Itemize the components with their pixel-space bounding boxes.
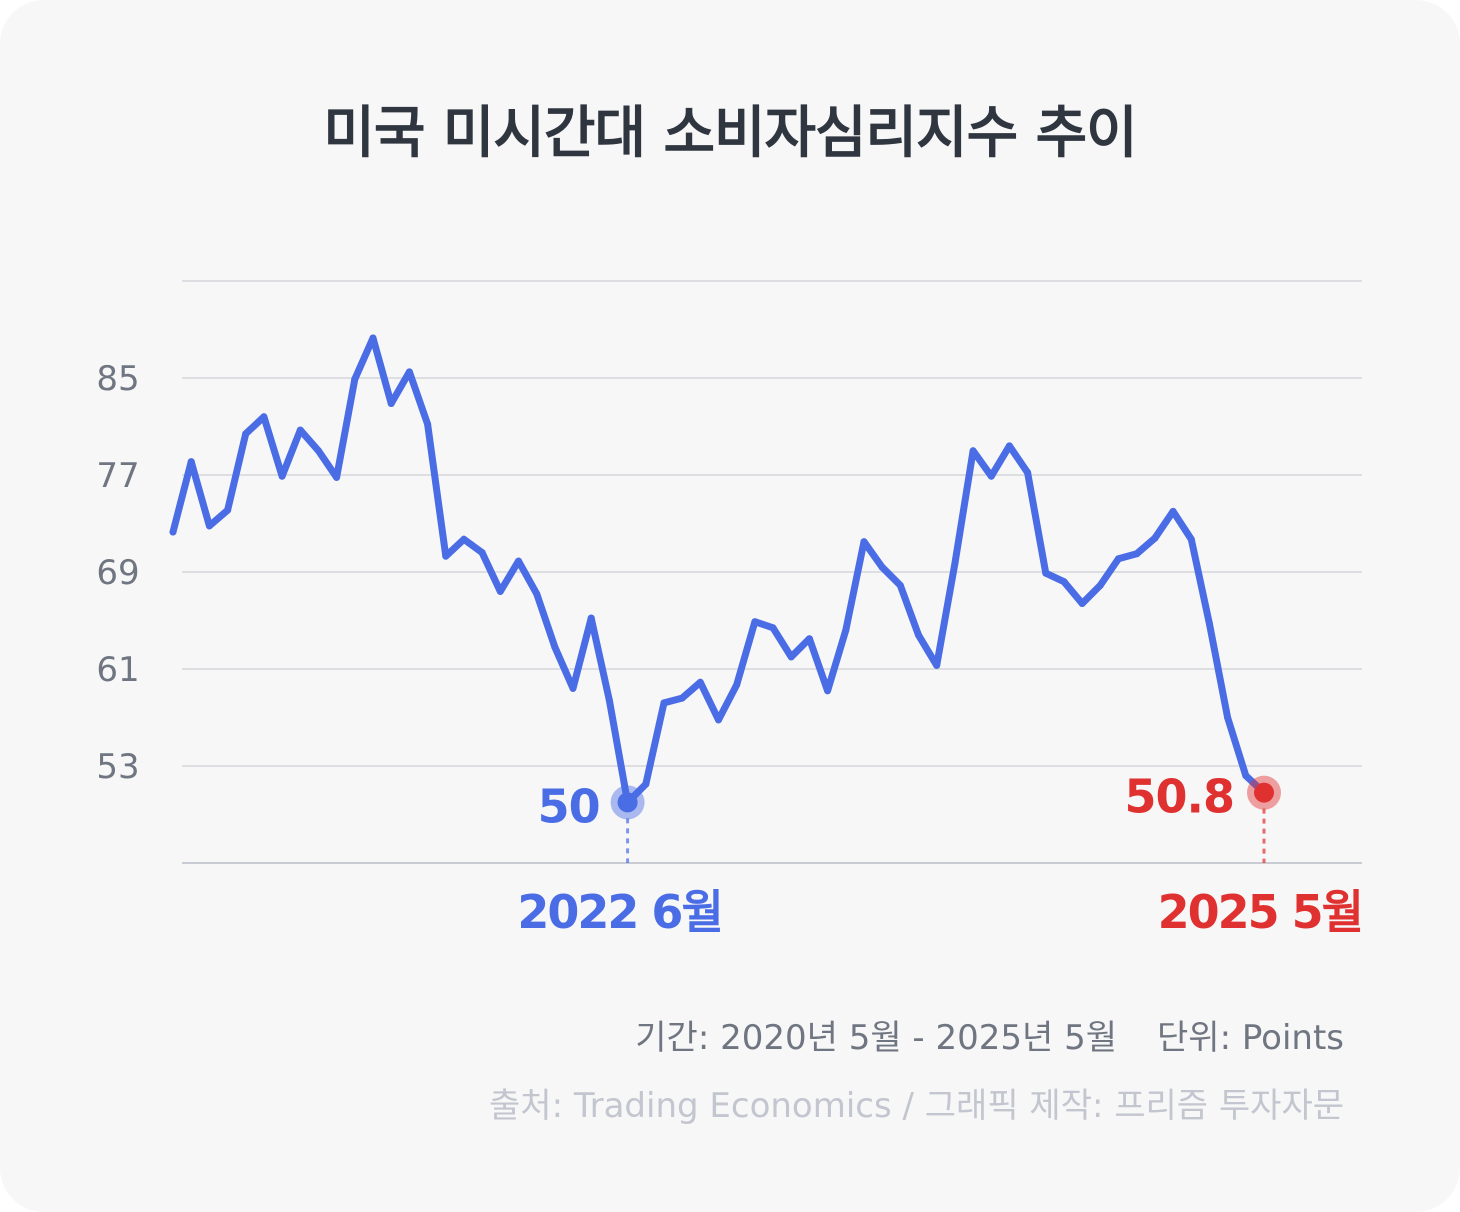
data-point (369, 334, 377, 342)
series-line (169, 334, 1268, 806)
data-point (805, 635, 813, 643)
data-point (278, 472, 286, 480)
data-point (242, 430, 250, 438)
data-point (878, 563, 886, 571)
data-point (1096, 581, 1104, 589)
data-point (969, 447, 977, 455)
data-point (933, 661, 941, 669)
data-point (987, 472, 995, 480)
y-tick-label: 61 (96, 650, 139, 690)
data-point (442, 552, 450, 560)
data-point (1206, 620, 1213, 628)
data-point (187, 458, 195, 466)
source-text: 출처: Trading Economics / 그래픽 제작: 프리즘 투자자문 (489, 1086, 1344, 1126)
data-point (1151, 534, 1159, 542)
data-point (696, 678, 704, 686)
data-point (751, 618, 759, 626)
period-text: 기간: 2020년 5월 - 2025년 5월 (635, 1018, 1118, 1058)
data-point (569, 684, 577, 692)
latest-date-label: 2025 5월 (1158, 885, 1362, 939)
data-point (1224, 714, 1232, 721)
data-point (169, 528, 177, 536)
data-point (387, 400, 395, 407)
unit-text: 단위: Points (1157, 1018, 1344, 1058)
data-point (915, 631, 922, 639)
data-point (424, 420, 432, 428)
data-point (515, 557, 522, 565)
data-point (333, 473, 341, 481)
data-point (351, 375, 359, 383)
data-point (296, 426, 304, 434)
data-point (642, 780, 650, 788)
data-point (1078, 600, 1086, 607)
latest-marker (1254, 782, 1274, 803)
chart-title: 미국 미시간대 소비자심리지수 추이 (323, 101, 1137, 166)
data-point (1242, 772, 1250, 780)
data-point (405, 368, 413, 376)
data-point (660, 699, 668, 707)
data-point (533, 590, 541, 598)
data-point (733, 681, 741, 689)
data-point (205, 522, 213, 530)
data-point (460, 535, 468, 543)
latest-value-label: 50.8 (1125, 770, 1235, 824)
y-tick-label: 85 (96, 359, 139, 399)
data-point (478, 549, 486, 557)
data-point (1187, 535, 1195, 543)
data-point (1133, 550, 1141, 558)
data-point (1042, 569, 1050, 577)
data-point (951, 560, 959, 567)
y-tick-label: 77 (96, 456, 139, 496)
data-point (715, 716, 722, 724)
data-point (678, 694, 686, 702)
low-marker (617, 792, 638, 813)
data-point (896, 581, 904, 589)
period-unit-line: 기간: 2020년 5월 - 2025년 5월 단위: Points (635, 1010, 1344, 1059)
y-tick-label: 69 (96, 553, 139, 593)
data-point (842, 626, 850, 634)
data-point (1060, 578, 1068, 586)
y-tick-label: 53 (96, 747, 139, 787)
data-point (1024, 469, 1032, 477)
data-point (587, 614, 595, 622)
data-point (1169, 507, 1177, 515)
data-point (496, 587, 504, 595)
data-point (260, 413, 268, 421)
data-point (1115, 555, 1122, 563)
data-point (1005, 442, 1013, 450)
data-point (224, 506, 232, 514)
data-point (605, 697, 613, 704)
data-point (787, 653, 795, 661)
data-point (315, 447, 322, 455)
low-date-label: 2022 6월 (517, 885, 721, 939)
data-point (860, 538, 868, 546)
data-point (769, 624, 777, 632)
low-value-label: 50 (538, 779, 600, 833)
data-point (551, 643, 559, 651)
data-point (824, 687, 832, 695)
